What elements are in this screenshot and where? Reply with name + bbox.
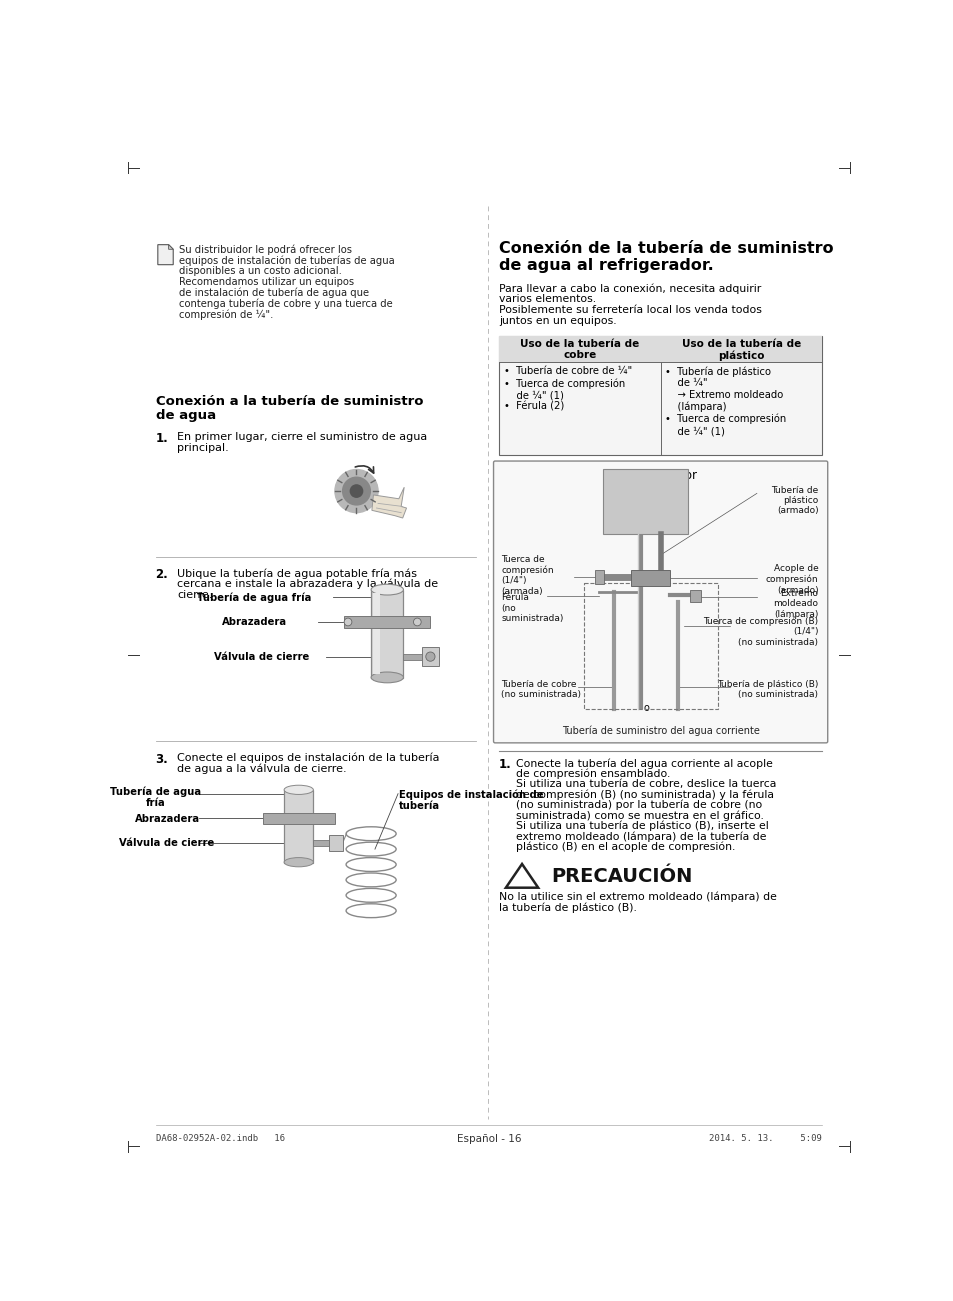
Polygon shape — [157, 245, 173, 264]
Text: Tubería de agua: Tubería de agua — [110, 787, 201, 798]
Bar — [262, 813, 335, 824]
Bar — [498, 336, 821, 362]
Text: 3.: 3. — [155, 753, 168, 766]
Text: •  Tubería de cobre de ¼"
•  Tuerca de compresión
    de ¼" (1)
•  Férula (2): • Tubería de cobre de ¼" • Tuerca de com… — [503, 367, 631, 411]
Text: de compresión (B) (no suministrada) y la férula: de compresión (B) (no suministrada) y la… — [516, 790, 773, 800]
Bar — [689, 589, 700, 602]
Text: Su distribuidor le podrá ofrecer los: Su distribuidor le podrá ofrecer los — [179, 245, 352, 255]
Circle shape — [413, 618, 420, 626]
Text: suministrada) como se muestra en el gráfico.: suministrada) como se muestra en el gráf… — [516, 811, 763, 821]
Ellipse shape — [284, 857, 313, 866]
Text: DA68-02952A-02.indb   16: DA68-02952A-02.indb 16 — [155, 1134, 284, 1144]
Text: Conexión a la tubería de suministro: Conexión a la tubería de suministro — [155, 394, 422, 407]
Bar — [421, 648, 438, 666]
Bar — [498, 336, 821, 455]
Text: varios elementos.: varios elementos. — [498, 294, 596, 304]
Circle shape — [344, 618, 352, 626]
Text: principal.: principal. — [177, 442, 229, 453]
Text: la tubería de plástico (B).: la tubería de plástico (B). — [498, 903, 637, 913]
Text: Conecte la tubería del agua corriente al acople: Conecte la tubería del agua corriente al… — [516, 758, 772, 769]
Ellipse shape — [371, 673, 403, 683]
Text: Equipos de instalación de: Equipos de instalación de — [398, 790, 543, 800]
Circle shape — [342, 477, 370, 505]
Text: contenga tubería de cobre y una tuerca de: contenga tubería de cobre y una tuerca d… — [179, 298, 393, 310]
Text: de agua a la válvula de cierre.: de agua a la válvula de cierre. — [177, 764, 346, 774]
Text: •  Tubería de plástico
    de ¼"
    → Extremo moldeado
    (lámpara)
•  Tuerca : • Tubería de plástico de ¼" → Extremo mo… — [664, 367, 785, 436]
Text: Válvula de cierre: Válvula de cierre — [213, 652, 309, 662]
Text: Tuerca de
compresión
(1/4")
(armada): Tuerca de compresión (1/4") (armada) — [500, 556, 554, 596]
Text: Férula
(no
suministrada): Férula (no suministrada) — [500, 593, 563, 623]
Circle shape — [335, 470, 377, 513]
Text: Conecte el equipos de instalación de la tubería: Conecte el equipos de instalación de la … — [177, 753, 439, 764]
Ellipse shape — [371, 584, 403, 595]
Text: Uso de la tubería de
cobre: Uso de la tubería de cobre — [519, 338, 639, 360]
Bar — [602, 468, 687, 535]
Ellipse shape — [284, 786, 313, 795]
Text: cierre.: cierre. — [177, 589, 213, 600]
Text: o: o — [642, 703, 648, 713]
Bar — [329, 835, 342, 851]
Text: juntos en un equipos.: juntos en un equipos. — [498, 316, 616, 325]
Text: 1.: 1. — [498, 758, 511, 771]
Bar — [631, 570, 669, 585]
Text: Para llevar a cabo la conexión, necesita adquirir: Para llevar a cabo la conexión, necesita… — [498, 284, 760, 294]
Text: de compresión ensamblado.: de compresión ensamblado. — [516, 769, 670, 779]
Text: Acople de
compresión
(armado): Acople de compresión (armado) — [765, 565, 818, 595]
Text: extremo moldeado (lámpara) de la tubería de: extremo moldeado (lámpara) de la tubería… — [516, 831, 765, 842]
Polygon shape — [372, 487, 406, 518]
Bar — [313, 840, 330, 846]
Text: Si utiliza una tubería de cobre, deslice la tuerca: Si utiliza una tubería de cobre, deslice… — [516, 779, 776, 788]
Circle shape — [425, 652, 435, 661]
Text: (no suministrada) por la tubería de cobre (no: (no suministrada) por la tubería de cobr… — [516, 800, 761, 811]
Text: Extremo
moldeado
(lámpara): Extremo moldeado (lámpara) — [773, 589, 818, 619]
Bar — [344, 615, 430, 628]
Text: PRECAUCIÓN: PRECAUCIÓN — [551, 868, 692, 886]
Text: equipos de instalación de tuberías de agua: equipos de instalación de tuberías de ag… — [179, 255, 395, 265]
Text: disponibles a un costo adicional.: disponibles a un costo adicional. — [179, 267, 342, 276]
Text: de agua al refrigerador.: de agua al refrigerador. — [498, 258, 713, 273]
Text: Español - 16: Español - 16 — [456, 1134, 520, 1144]
Bar — [595, 570, 604, 584]
Text: Refrigerador: Refrigerador — [623, 468, 697, 481]
Circle shape — [350, 485, 362, 497]
Text: 1.: 1. — [155, 432, 168, 445]
Text: Válvula de cierre: Válvula de cierre — [118, 838, 213, 848]
Text: Tubería de plástico (B)
(no suministrada): Tubería de plástico (B) (no suministrada… — [717, 679, 818, 699]
Text: cercana e instale la abrazadera y la válvula de: cercana e instale la abrazadera y la vál… — [177, 579, 437, 589]
Text: Abrazadera: Abrazadera — [221, 618, 287, 627]
Text: Conexión de la tubería de suministro: Conexión de la tubería de suministro — [498, 241, 833, 256]
Text: Abrazadera: Abrazadera — [135, 813, 200, 824]
Polygon shape — [505, 864, 537, 887]
Text: !: ! — [517, 873, 525, 891]
Text: de agua: de agua — [155, 409, 215, 422]
Text: En primer lugar, cierre el suministro de agua: En primer lugar, cierre el suministro de… — [177, 432, 427, 442]
Text: Tubería de agua fría: Tubería de agua fría — [197, 593, 311, 604]
Text: Si utiliza una tubería de plástico (B), inserte el: Si utiliza una tubería de plástico (B), … — [516, 821, 768, 831]
Bar — [583, 583, 718, 709]
Text: plástico (B) en el acople de compresión.: plástico (B) en el acople de compresión. — [516, 842, 735, 852]
Text: Posiblemente su ferretería local los venda todos: Posiblemente su ferretería local los ven… — [498, 304, 761, 315]
Polygon shape — [169, 245, 173, 250]
Text: Recomendamos utilizar un equipos: Recomendamos utilizar un equipos — [179, 277, 355, 288]
Bar — [371, 589, 403, 678]
FancyBboxPatch shape — [493, 461, 827, 743]
Text: Tubería de cobre
(no suministrada): Tubería de cobre (no suministrada) — [500, 679, 580, 699]
Text: de instalación de tubería de agua que: de instalación de tubería de agua que — [179, 288, 369, 298]
Text: Tubería de suministro del agua corriente: Tubería de suministro del agua corriente — [561, 726, 759, 736]
Text: tubería: tubería — [398, 800, 439, 811]
Bar — [284, 790, 313, 863]
Bar — [403, 653, 425, 660]
Text: 2014. 5. 13.     5:09: 2014. 5. 13. 5:09 — [709, 1134, 821, 1144]
Text: compresión de ¼".: compresión de ¼". — [179, 310, 274, 320]
Text: fría: fría — [146, 798, 165, 808]
Text: No la utilice sin el extremo moldeado (lámpara) de: No la utilice sin el extremo moldeado (l… — [498, 892, 776, 903]
Bar — [373, 593, 379, 674]
Text: Tuerca de compresión (B)
(1/4")
(no suministrada): Tuerca de compresión (B) (1/4") (no sumi… — [702, 617, 818, 647]
Text: 2.: 2. — [155, 569, 168, 582]
Text: Tubería de
plástico
(armado): Tubería de plástico (armado) — [770, 485, 818, 515]
Text: Ubique la tubería de agua potable fría más: Ubique la tubería de agua potable fría m… — [177, 569, 416, 579]
Text: Uso de la tubería de
plástico: Uso de la tubería de plástico — [681, 338, 801, 360]
